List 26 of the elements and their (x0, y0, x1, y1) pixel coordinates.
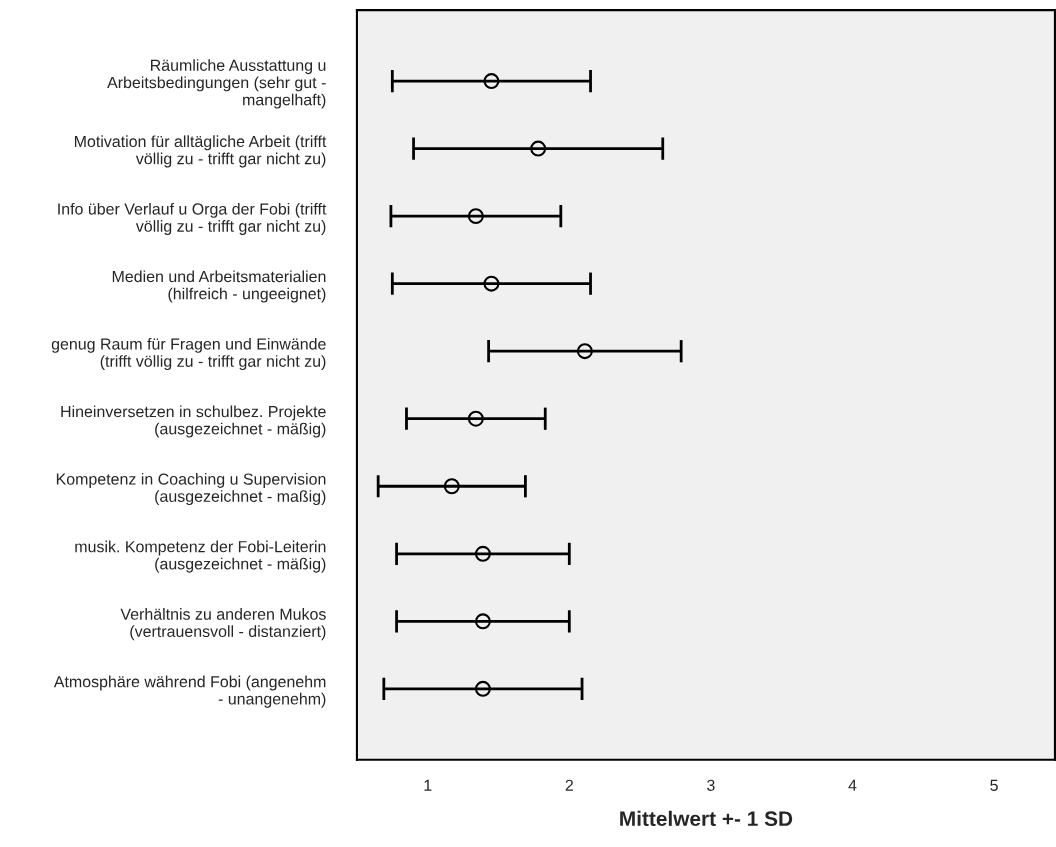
point (474, 680, 491, 697)
y-tick-label: Motivation für alltägliche Arbeit (trifft völlig zu - trifft gar nicht zu) (74, 135, 327, 168)
point (576, 343, 593, 360)
x-tick-label: 3 (707, 779, 715, 791)
point (474, 613, 491, 630)
y-tick-label: Räumliche Ausstattung u Arbeitsbedingungen (sehr gut - mangelhaft) (107, 59, 326, 109)
y-tick-label: musik. Kompetenz der Fobi-Leiterin (ausgezeichnet - mäßig) (75, 540, 326, 573)
x-tick-label: 2 (565, 779, 573, 791)
point (443, 478, 460, 495)
x-tick-label: 4 (848, 779, 857, 791)
point (474, 545, 491, 562)
y-tick-label: Verhältnis zu anderen Mukos (vertrauensvoll - distanziert) (120, 608, 326, 641)
x-tick-label: 1 (424, 779, 432, 791)
x-axis-title: Mittelwert +- 1 SD (620, 810, 793, 827)
point (467, 208, 484, 225)
point (467, 410, 484, 427)
point (483, 73, 500, 90)
y-tick-label: Info über Verlauf u Orga der Fobi (trifft völlig zu - trifft gar nicht zu) (58, 202, 327, 235)
y-tick-label: Medien und Arbeitsmaterialien (hilfreich - ungeeignet) (112, 270, 326, 303)
y-tick-label: Kompetenz in Coaching u Supervision (ausgezeichnet - maßig) (56, 473, 326, 506)
point (530, 140, 547, 157)
y-tick-label: genug Raum für Fragen und Einwände (trifft völlig zu - trifft gar nicht zu) (51, 337, 326, 371)
y-tick-label: Hineinversetzen in schulbez. Projekte (ausgezeichnet - mäßig) (61, 405, 326, 438)
x-tick-label: 5 (990, 779, 998, 791)
point (483, 275, 500, 292)
y-tick-label: Atmosphäre während Fobi (angenehm - unangenehm) (53, 675, 326, 708)
